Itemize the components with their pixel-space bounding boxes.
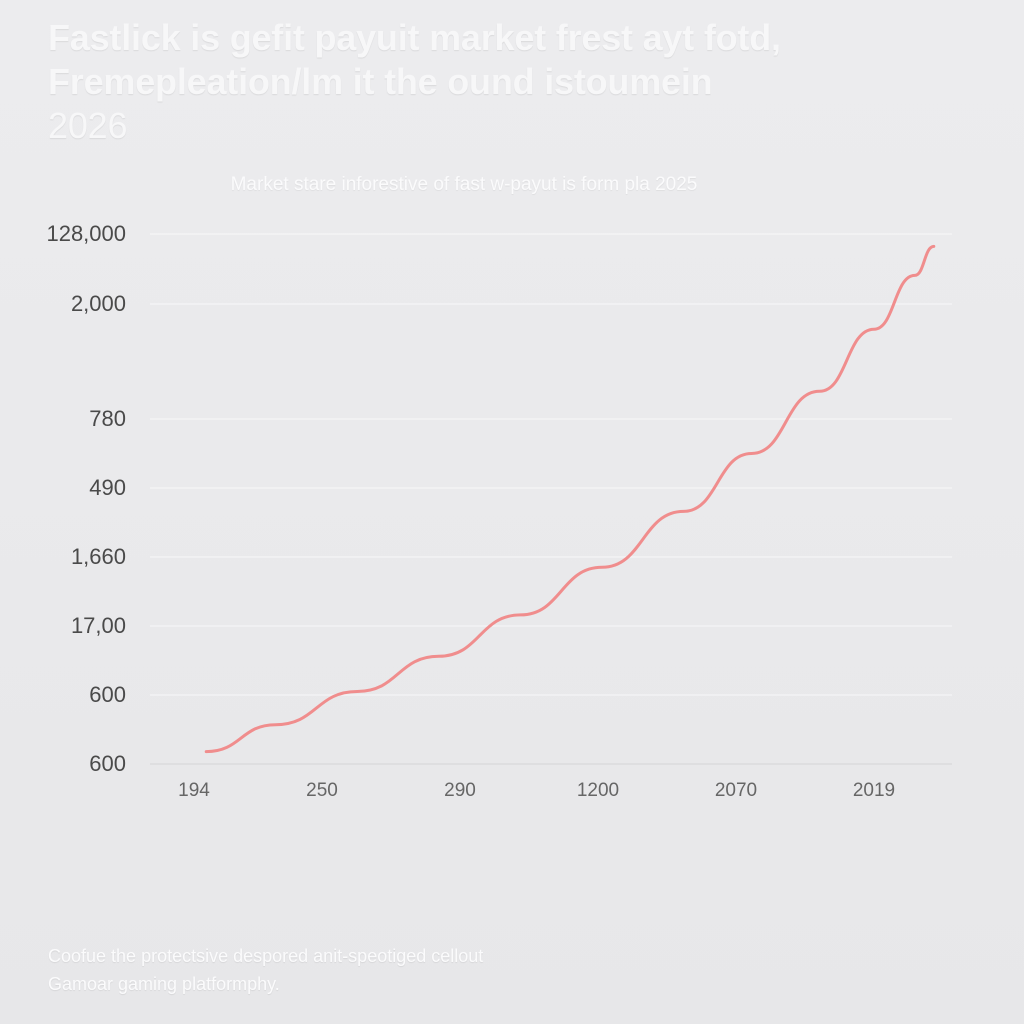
y-tick-label: 17,00	[71, 613, 126, 638]
series-line	[204, 244, 936, 754]
x-tick-label: 194	[178, 780, 210, 801]
headline-year: 2026	[48, 105, 128, 146]
y-axis-ticks: 600 17,00 1,660 490 780 2,000 128,000 600	[46, 221, 126, 776]
y-tick-label: 490	[89, 475, 126, 500]
y-tick-label: 600	[89, 682, 126, 707]
footnote-line-2: Gamoar gaming platformphy.	[48, 974, 280, 994]
headline-line-2: Fremepleation/lm it the ound istoumein	[48, 61, 713, 102]
y-tick-label: 128,000	[46, 221, 126, 246]
footnote-line-1: Coofue the protectsive despored anit-spe…	[48, 946, 484, 966]
grid-layer	[150, 233, 952, 765]
footnote: Coofue the protectsive despored anit-spe…	[48, 942, 748, 998]
chart-title: Market stare inforestive of fast w-payut…	[230, 174, 698, 195]
x-tick-label: 2019	[853, 780, 895, 801]
x-tick-label: 2070	[715, 780, 757, 801]
x-axis-ticks: 194 250 290 1200 2070 2019	[178, 780, 895, 801]
headline: Fastlick is gefit payuit market frest ay…	[48, 16, 988, 148]
y-tick-label: 2,000	[71, 291, 126, 316]
series-layer	[204, 244, 936, 754]
y-tick-label: 780	[89, 406, 126, 431]
x-tick-label: 250	[306, 780, 338, 801]
y-tick-label: 600	[89, 751, 126, 776]
x-tick-label: 1200	[577, 780, 619, 801]
headline-line-1: Fastlick is gefit payuit market frest ay…	[48, 17, 781, 58]
y-tick-label: 1,660	[71, 544, 126, 569]
x-tick-label: 290	[444, 780, 476, 801]
